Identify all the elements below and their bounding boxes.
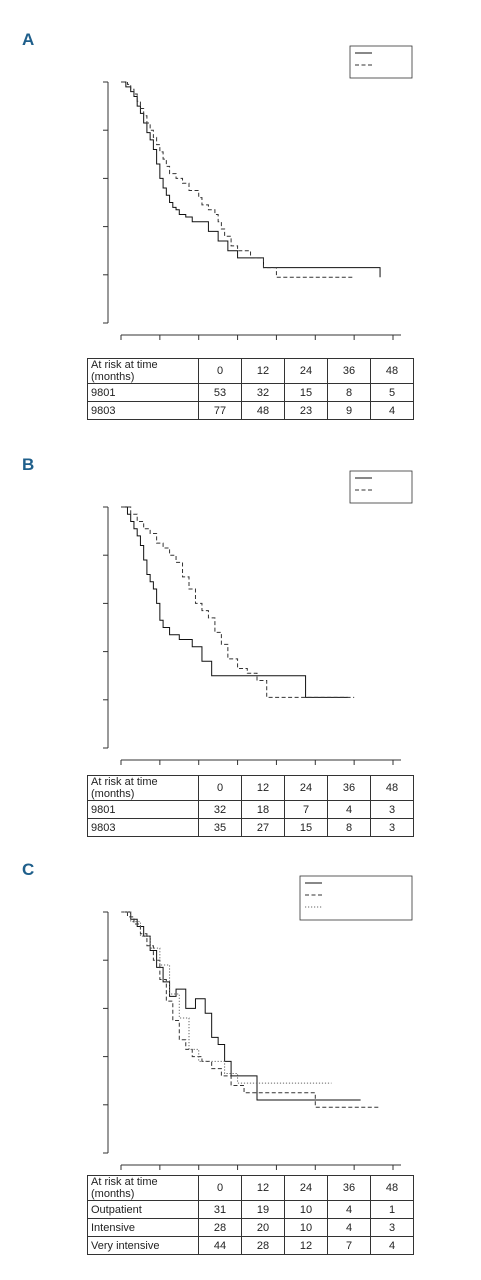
risk-header-row: At risk at time (months) 0 12 24 36 48: [87, 775, 414, 801]
survival-curve-dashed: [121, 81, 355, 278]
risk-cell: 4: [327, 800, 371, 819]
risk-cell: 20: [241, 1218, 285, 1237]
risk-cell: 48: [241, 401, 285, 420]
risk-cell: 8: [327, 818, 371, 837]
risk-cell: 24: [284, 358, 328, 384]
risk-row: 9803 35 27 15 8 3: [87, 818, 414, 837]
risk-cell: 31: [198, 1200, 242, 1219]
risk-cell: 18: [241, 800, 285, 819]
risk-cell: 19: [241, 1200, 285, 1219]
risk-cell: 0: [198, 775, 242, 801]
risk-cell: 48: [370, 358, 414, 384]
risk-cell: 44: [198, 1236, 242, 1255]
risk-row: Outpatient 31 19 10 4 1: [87, 1200, 414, 1219]
risk-cell: 0: [198, 358, 242, 384]
risk-row-label: 9803: [87, 818, 199, 837]
risk-row-label: 9801: [87, 800, 199, 819]
risk-cell: 36: [327, 358, 371, 384]
risk-cell: 35: [198, 818, 242, 837]
risk-table-b: At risk at time (months) 0 12 24 36 48 9801 32 1…: [87, 775, 414, 837]
risk-cell: 48: [370, 1175, 414, 1201]
risk-row: Intensive 28 20 10 4 3: [87, 1218, 414, 1237]
survival-plot-c: [103, 875, 413, 1170]
risk-cell: 12: [241, 1175, 285, 1201]
risk-row: Very intensive 44 28 12 7 4: [87, 1236, 414, 1255]
risk-row: 9801 53 32 15 8 5: [87, 383, 414, 402]
risk-cell: 32: [241, 383, 285, 402]
risk-row-label: 9803: [87, 401, 199, 420]
risk-cell: 15: [284, 383, 328, 402]
risk-row: 9803 77 48 23 9 4: [87, 401, 414, 420]
risk-header-row: At risk at time (months) 0 12 24 36 48: [87, 358, 414, 384]
survival-curve-solid: [121, 506, 348, 698]
risk-cell: 53: [198, 383, 242, 402]
risk-cell: 48: [370, 775, 414, 801]
risk-cell: 36: [327, 775, 371, 801]
survival-curve-dashed: [121, 506, 355, 698]
risk-cell: 24: [284, 775, 328, 801]
risk-cell: 15: [284, 818, 328, 837]
risk-table-a: At risk at time (months) 0 12 24 36 48 9801 53 3…: [87, 358, 414, 420]
risk-cell: 9: [327, 401, 371, 420]
risk-row-label: At risk at time (months): [87, 775, 199, 801]
risk-cell: 5: [370, 383, 414, 402]
risk-row-label: Intensive: [87, 1218, 199, 1237]
risk-cell: 8: [327, 383, 371, 402]
risk-row-label: Very intensive: [87, 1236, 199, 1255]
risk-cell: 23: [284, 401, 328, 420]
risk-header-row: At risk at time (months) 0 12 24 36 48: [87, 1175, 414, 1201]
risk-cell: 4: [327, 1200, 371, 1219]
panel-label: B: [22, 455, 35, 474]
survival-curve-dashed: [121, 911, 381, 1108]
risk-row-label: 9801: [87, 383, 199, 402]
risk-cell: 4: [370, 1236, 414, 1255]
risk-row-label: At risk at time (months): [87, 358, 199, 384]
risk-cell: 36: [327, 1175, 371, 1201]
panel-label: C: [22, 860, 35, 879]
risk-cell: 7: [327, 1236, 371, 1255]
risk-cell: 3: [370, 818, 414, 837]
panel-c: C At risk at time (months) 0 12 24 36 48 Outpa…: [0, 860, 481, 1275]
risk-cell: 0: [198, 1175, 242, 1201]
survival-plot-b: [103, 470, 413, 765]
survival-curve-solid: [121, 81, 381, 278]
risk-row-label: Outpatient: [87, 1200, 199, 1219]
risk-cell: 32: [198, 800, 242, 819]
risk-cell: 27: [241, 818, 285, 837]
survival-curve-solid: [121, 911, 361, 1101]
risk-cell: 3: [370, 800, 414, 819]
risk-cell: 12: [284, 1236, 328, 1255]
risk-cell: 24: [284, 1175, 328, 1201]
legend-box: [349, 470, 413, 504]
legend-box: [349, 45, 413, 79]
risk-row: 9801 32 18 7 4 3: [87, 800, 414, 819]
risk-cell: 12: [241, 358, 285, 384]
risk-cell: 28: [241, 1236, 285, 1255]
risk-cell: 10: [284, 1200, 328, 1219]
panel-label: A: [22, 30, 35, 49]
survival-plot-a: [103, 45, 413, 340]
panel-b: B At risk at time (months) 0 12 24 36 48 9801 3…: [0, 455, 481, 850]
risk-cell: 1: [370, 1200, 414, 1219]
risk-row-label: At risk at time (months): [87, 1175, 199, 1201]
risk-cell: 12: [241, 775, 285, 801]
risk-cell: 4: [370, 401, 414, 420]
risk-cell: 10: [284, 1218, 328, 1237]
survival-curve-dotted: [121, 911, 332, 1084]
risk-cell: 77: [198, 401, 242, 420]
panel-a: A At risk at time (months) 0 12 24 36 48 9801 5…: [0, 30, 481, 425]
risk-cell: 28: [198, 1218, 242, 1237]
risk-cell: 7: [284, 800, 328, 819]
risk-cell: 3: [370, 1218, 414, 1237]
risk-cell: 4: [327, 1218, 371, 1237]
risk-table-c: At risk at time (months) 0 12 24 36 48 Outpati…: [87, 1175, 414, 1255]
